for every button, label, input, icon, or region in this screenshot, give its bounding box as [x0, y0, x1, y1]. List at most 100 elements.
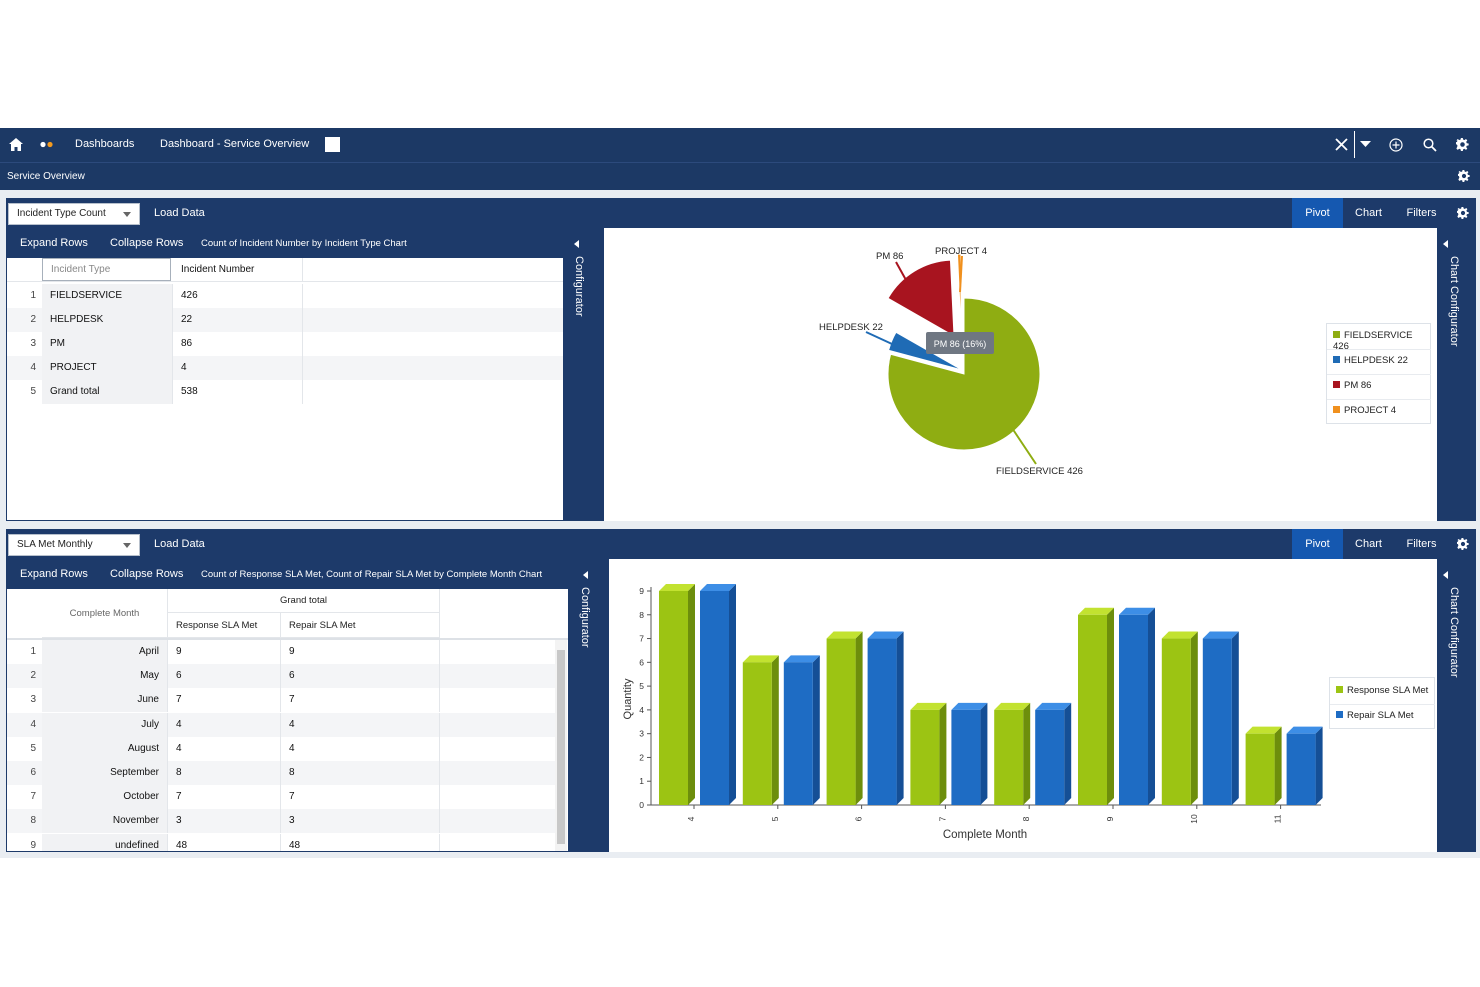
bar-response-sla-top: [659, 584, 695, 591]
page-checkbox[interactable]: [325, 137, 340, 152]
collapse-arrow-icon[interactable]: [1443, 240, 1448, 248]
incident-number-cell: 538: [173, 380, 303, 404]
configurator-toggle[interactable]: Configurator: [573, 256, 585, 317]
month-cell: undefined: [42, 833, 168, 851]
legend-item[interactable]: PM 86: [1333, 380, 1371, 391]
panel-gear-icon[interactable]: [1457, 538, 1469, 550]
collapse-rows-button[interactable]: Collapse Rows: [110, 568, 184, 580]
table-row[interactable]: 4 July 4 4: [7, 712, 555, 737]
pie-slice-pm[interactable]: [887, 259, 955, 337]
month-cell: May: [42, 664, 168, 689]
tab-pivot[interactable]: Pivot: [1292, 198, 1343, 228]
table-row[interactable]: 1 FIELDSERVICE 426: [7, 284, 563, 308]
bar-repair-sla-side: [1064, 702, 1072, 805]
expand-rows-button[interactable]: Expand Rows: [20, 568, 88, 580]
table-row[interactable]: 9 undefined 48 48: [7, 833, 555, 851]
legend-item[interactable]: PROJECT 4: [1333, 405, 1396, 416]
fieldservice-data-label: FIELDSERVICE 426: [996, 466, 1083, 477]
bar-response-sla-side: [1190, 631, 1198, 805]
repair-sla-cell: 7: [281, 688, 440, 713]
legend-divider: [1327, 374, 1431, 375]
header-complete-month[interactable]: Complete Month: [42, 589, 168, 638]
table-row[interactable]: 3 PM 86: [7, 332, 563, 356]
search-icon[interactable]: [1423, 138, 1437, 152]
gear-icon[interactable]: [1456, 138, 1469, 151]
header-incident-type[interactable]: Incident Type: [42, 258, 171, 281]
pie-slice-helpdesk[interactable]: [887, 331, 963, 371]
table-row[interactable]: 5 Grand total 538: [7, 380, 563, 404]
legend-item[interactable]: HELPDESK 22: [1333, 355, 1408, 366]
collapse-arrow-icon[interactable]: [583, 571, 588, 579]
legend-swatch: [1336, 686, 1343, 693]
legend-item[interactable]: Repair SLA Met: [1336, 710, 1414, 721]
x-tick-label: 9: [1105, 816, 1115, 821]
header-response-sla[interactable]: Response SLA Met: [168, 613, 281, 638]
settings-gear-icon[interactable]: [1458, 170, 1470, 182]
expand-rows-button[interactable]: Expand Rows: [20, 237, 88, 249]
pie-slice-fieldservice[interactable]: [887, 297, 1041, 451]
legend-item[interactable]: FIELDSERVICE 426: [1333, 330, 1430, 352]
report-selector[interactable]: Incident Type Count: [8, 203, 140, 225]
load-data-button[interactable]: Load Data: [154, 538, 205, 550]
x-tick-label: 8: [1021, 816, 1031, 821]
bar-repair-sla-top: [700, 584, 736, 591]
collapse-arrow-icon[interactable]: [1443, 571, 1448, 579]
chart-configurator-toggle[interactable]: Chart Configurator: [1448, 256, 1460, 347]
bar-response-sla: [910, 709, 940, 805]
load-data-button[interactable]: Load Data: [154, 207, 205, 219]
tooltip-text: PM 86 (16%): [934, 339, 987, 349]
helpdesk-data-label: HELPDESK 22: [819, 322, 883, 333]
y-tick-label: 6: [639, 657, 644, 667]
table-row[interactable]: 7 October 7 7: [7, 785, 555, 810]
tab-chart[interactable]: Chart: [1355, 538, 1382, 550]
bar-response-sla-side: [771, 655, 779, 805]
row-number: 7: [30, 791, 36, 803]
tab-chart[interactable]: Chart: [1355, 207, 1382, 219]
header-incident-number[interactable]: Incident Number: [173, 258, 303, 282]
project-leader-line: [959, 255, 963, 293]
table-row[interactable]: 4 PROJECT 4: [7, 356, 563, 380]
x-tick-label: 6: [854, 816, 864, 821]
chevron-down-icon[interactable]: [1360, 141, 1371, 148]
panel-gear-icon[interactable]: [1457, 207, 1469, 219]
response-sla-cell: 6: [168, 664, 281, 689]
tab-pivot[interactable]: Pivot: [1292, 529, 1343, 559]
report-selector[interactable]: SLA Met Monthly: [8, 534, 140, 556]
legend-divider: [1327, 399, 1431, 400]
table-row[interactable]: 8 November 3 3: [7, 809, 555, 834]
bar-repair-sla: [1119, 614, 1148, 805]
scrollbar-track[interactable]: [555, 640, 567, 851]
y-tick-label: 0: [639, 800, 644, 810]
scrollbar-thumb[interactable]: [557, 650, 565, 844]
tab-filters[interactable]: Filters: [1406, 538, 1437, 550]
tab-filters[interactable]: Filters: [1406, 207, 1437, 219]
table-row[interactable]: 1 April 9 9: [7, 640, 555, 664]
add-circle-icon[interactable]: [1389, 138, 1403, 152]
table-row[interactable]: 2 HELPDESK 22: [7, 308, 563, 332]
month-cell: August: [42, 736, 168, 761]
chart-configurator-toggle[interactable]: Chart Configurator: [1448, 587, 1460, 678]
pm-data-label: PM 86: [876, 251, 903, 262]
bar-repair-sla-side: [812, 655, 820, 805]
table-row[interactable]: 3 June 7 7: [7, 688, 555, 713]
response-sla-cell: 9: [168, 640, 281, 664]
x-tick-label: 4: [686, 816, 696, 821]
close-icon[interactable]: [1335, 138, 1348, 151]
row-number: 1: [30, 646, 36, 657]
table-row[interactable]: 2 May 6 6: [7, 664, 555, 689]
response-sla-cell: 7: [168, 688, 281, 713]
collapse-rows-button[interactable]: Collapse Rows: [110, 237, 184, 249]
configurator-toggle[interactable]: Configurator: [579, 587, 591, 648]
breadcrumb-dashboards[interactable]: Dashboards: [75, 138, 135, 150]
row-number: 6: [30, 767, 36, 778]
table-row[interactable]: 5 August 4 4: [7, 736, 555, 761]
header-repair-sla[interactable]: Repair SLA Met: [281, 613, 440, 638]
collapse-arrow-icon[interactable]: [574, 240, 579, 248]
table-row[interactable]: 6 September 8 8: [7, 761, 555, 785]
home-icon[interactable]: [9, 138, 23, 151]
pm-leader-line: [895, 261, 917, 299]
breadcrumb-current[interactable]: Dashboard - Service Overview: [160, 138, 310, 150]
bar-repair-sla-side: [1315, 726, 1323, 805]
y-tick-label: 9: [639, 586, 644, 596]
legend-item[interactable]: Response SLA Met: [1336, 685, 1428, 696]
